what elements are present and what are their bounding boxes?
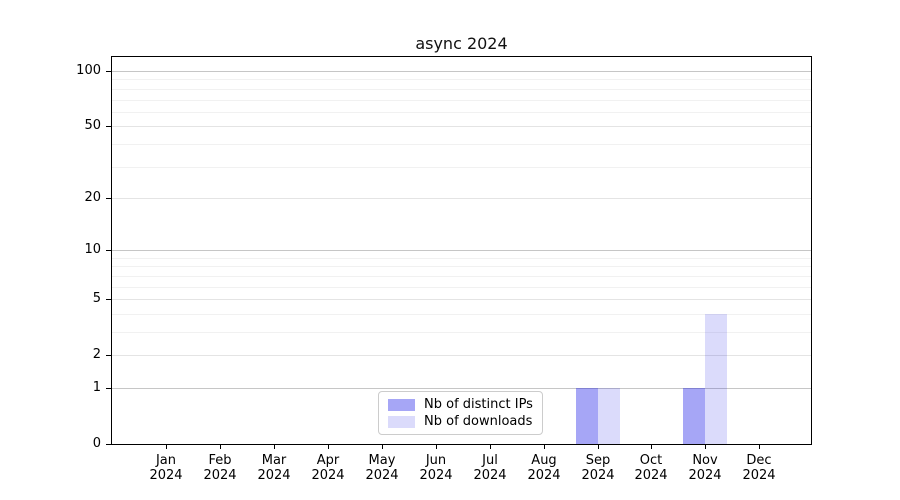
legend-entry-nb-of-distinct-ips: Nb of distinct IPs xyxy=(388,396,533,413)
x-tick-dec-2024 xyxy=(759,445,760,449)
x-tick-label-year: 2024 xyxy=(419,468,453,483)
x-tick-apr-2024 xyxy=(328,445,329,449)
legend-swatch-nb-of-distinct-ips xyxy=(388,398,415,411)
bar-nb-of-distinct-ips-nov-2024 xyxy=(683,388,706,444)
x-tick-label-year: 2024 xyxy=(581,468,615,483)
chart-title: async 2024 xyxy=(415,34,508,53)
x-tick-mar-2024 xyxy=(274,445,275,449)
legend: Nb of distinct IPs Nb of downloads xyxy=(378,391,543,435)
y-tick-2 xyxy=(106,355,111,356)
x-tick-label-dec-2024: Dec 2024 xyxy=(729,453,789,483)
legend-label-nb-of-downloads: Nb of downloads xyxy=(424,414,533,429)
x-tick-label-month: Oct xyxy=(639,453,663,468)
x-tick-label-year: 2024 xyxy=(473,468,507,483)
x-tick-label-mar-2024: Mar 2024 xyxy=(244,453,304,483)
x-tick-label-year: 2024 xyxy=(311,468,345,483)
y-tick-label-1: 1 xyxy=(92,380,101,395)
x-tick-jul-2024 xyxy=(490,445,491,449)
y-tick-1 xyxy=(106,388,111,389)
x-tick-may-2024 xyxy=(382,445,383,449)
x-tick-label-month: Apr xyxy=(316,453,340,468)
y-tick-10 xyxy=(106,250,111,251)
y-tick-label-0: 0 xyxy=(92,436,101,451)
x-tick-label-aug-2024: Aug 2024 xyxy=(514,453,574,483)
x-tick-label-sep-2024: Sep 2024 xyxy=(568,453,628,483)
y-gridline-minor-30 xyxy=(112,166,811,168)
y-tick-50 xyxy=(106,126,111,127)
x-tick-label-year: 2024 xyxy=(149,468,183,483)
x-tick-aug-2024 xyxy=(544,445,545,449)
y-gridline-minor-3 xyxy=(112,332,811,333)
x-tick-label-oct-2024: Oct 2024 xyxy=(621,453,681,483)
x-tick-label-month: Mar xyxy=(261,453,287,468)
plot-area: Nb of distinct IPs Nb of downloads xyxy=(111,56,812,445)
x-tick-label-year: 2024 xyxy=(634,468,668,483)
x-tick-label-year: 2024 xyxy=(688,468,722,483)
y-tick-label-20: 20 xyxy=(84,190,101,205)
x-tick-label-may-2024: May 2024 xyxy=(352,453,412,483)
legend-swatch-nb-of-downloads xyxy=(388,415,415,428)
y-gridline-2 xyxy=(112,355,811,357)
x-tick-feb-2024 xyxy=(220,445,221,449)
x-tick-label-month: Sep xyxy=(585,453,611,468)
y-gridline-minor-70 xyxy=(112,99,811,101)
y-gridline-5 xyxy=(112,299,811,301)
x-tick-sep-2024 xyxy=(598,445,599,449)
x-tick-label-month: Feb xyxy=(208,453,232,468)
x-tick-label-month: Jun xyxy=(425,453,447,468)
y-tick-100 xyxy=(106,71,111,72)
x-tick-label-year: 2024 xyxy=(742,468,776,483)
x-tick-label-month: Nov xyxy=(692,453,718,468)
bar-nb-of-downloads-nov-2024 xyxy=(705,313,728,444)
x-tick-label-year: 2024 xyxy=(203,468,237,483)
y-gridline-minor-4 xyxy=(112,313,811,315)
y-tick-label-50: 50 xyxy=(84,118,101,133)
y-tick-5 xyxy=(106,299,111,300)
y-gridline-100 xyxy=(112,71,811,72)
y-gridline-10 xyxy=(112,250,811,252)
x-tick-label-month: Aug xyxy=(531,453,557,468)
y-tick-label-5: 5 xyxy=(92,291,101,306)
y-gridline-minor-40 xyxy=(112,143,811,145)
legend-entry-nb-of-downloads: Nb of downloads xyxy=(388,413,533,430)
y-tick-label-2: 2 xyxy=(92,347,101,362)
x-tick-jun-2024 xyxy=(436,445,437,449)
x-tick-label-apr-2024: Apr 2024 xyxy=(298,453,358,483)
y-gridline-minor-9 xyxy=(112,257,811,259)
x-tick-label-month: Jul xyxy=(482,453,498,468)
y-gridline-minor-6 xyxy=(112,286,811,288)
x-tick-label-year: 2024 xyxy=(527,468,561,483)
y-gridline-minor-90 xyxy=(112,79,811,81)
x-tick-oct-2024 xyxy=(651,445,652,449)
y-gridline-minor-7 xyxy=(112,275,811,277)
y-gridline-minor-8 xyxy=(112,266,811,268)
y-gridline-minor-80 xyxy=(112,88,811,90)
y-tick-label-100: 100 xyxy=(76,63,101,78)
x-tick-label-nov-2024: Nov 2024 xyxy=(675,453,735,483)
y-gridline-50 xyxy=(112,126,811,128)
x-tick-jan-2024 xyxy=(166,445,167,449)
y-tick-0 xyxy=(106,444,111,445)
y-gridline-1 xyxy=(112,388,811,389)
bar-nb-of-distinct-ips-sep-2024 xyxy=(575,388,598,444)
x-tick-nov-2024 xyxy=(705,445,706,449)
y-tick-label-10: 10 xyxy=(84,242,101,257)
y-tick-20 xyxy=(106,198,111,199)
y-gridline-minor-60 xyxy=(112,111,811,113)
bar-nb-of-downloads-sep-2024 xyxy=(597,388,620,444)
x-tick-label-jul-2024: Jul 2024 xyxy=(460,453,520,483)
legend-label-nb-of-distinct-ips: Nb of distinct IPs xyxy=(424,397,533,412)
x-tick-label-year: 2024 xyxy=(257,468,291,483)
x-tick-label-feb-2024: Feb 2024 xyxy=(190,453,250,483)
y-gridline-20 xyxy=(112,197,811,199)
x-tick-label-jun-2024: Jun 2024 xyxy=(406,453,466,483)
x-tick-label-year: 2024 xyxy=(365,468,399,483)
x-tick-label-month: Jan xyxy=(155,453,177,468)
x-tick-label-month: May xyxy=(368,453,396,468)
x-tick-label-month: Dec xyxy=(746,453,772,468)
x-tick-label-jan-2024: Jan 2024 xyxy=(136,453,196,483)
